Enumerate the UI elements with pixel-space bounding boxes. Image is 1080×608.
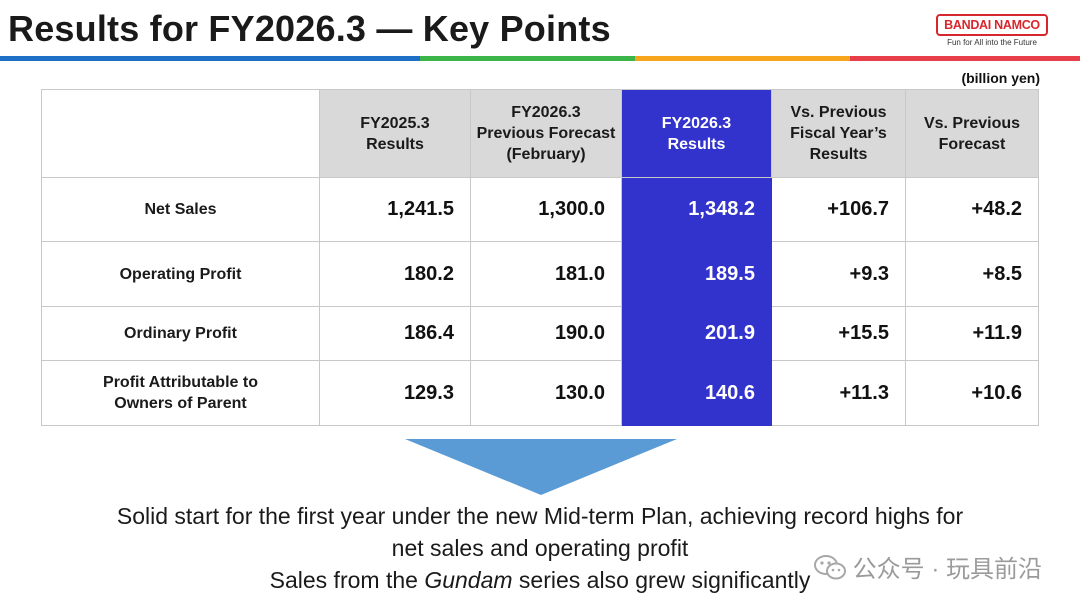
table-header-row: FY2025.3 Results FY2026.3 Previous Forec… [41, 89, 1039, 178]
stripe-yellow [635, 56, 850, 61]
row-label: Ordinary Profit [41, 306, 320, 361]
table-cell: +8.5 [905, 241, 1039, 307]
stripe-blue [0, 56, 420, 61]
table-cell-highlighted: 201.9 [621, 306, 772, 361]
table-cell-highlighted: 140.6 [621, 360, 772, 426]
stripe-green [420, 56, 635, 61]
table-cell: 180.2 [319, 241, 471, 307]
table-row: Net Sales 1,241.5 1,300.0 1,348.2 +106.7… [41, 177, 1039, 242]
table-cell: +9.3 [771, 241, 906, 307]
summary-text: Solid start for the first year under the… [40, 500, 1040, 596]
table-cell: 181.0 [470, 241, 622, 307]
summary-line-3: Sales from the Gundam series also grew s… [269, 567, 811, 593]
brand-color-stripe [0, 56, 1080, 61]
table-cell: 1,300.0 [470, 177, 622, 242]
unit-label: (billion yen) [961, 70, 1040, 86]
row-label: Operating Profit [41, 241, 320, 307]
down-arrow-icon [405, 439, 677, 495]
watermark-text: 公众号 · 玩具前沿 [852, 556, 1042, 583]
results-table: FY2025.3 Results FY2026.3 Previous Forec… [41, 89, 1039, 426]
column-header: Vs. Previous Fiscal Year’s Results [771, 89, 906, 178]
table-cell: +10.6 [905, 360, 1039, 426]
table-cell: 190.0 [470, 306, 622, 361]
table-cell: 130.0 [470, 360, 622, 426]
logo-tagline: Fun for All into the Future [947, 38, 1037, 47]
table-cell: 186.4 [319, 306, 471, 361]
row-label: Net Sales [41, 177, 320, 242]
column-header-highlighted: FY2026.3 Results [621, 89, 772, 178]
table-cell-highlighted: 1,348.2 [621, 177, 772, 242]
summary-line-1: Solid start for the first year under the… [116, 503, 964, 529]
stripe-red [850, 56, 1080, 61]
table-cell: 129.3 [319, 360, 471, 426]
summary-line-2: net sales and operating profit [391, 535, 689, 561]
table-row: Profit Attributable to Owners of Parent … [41, 360, 1039, 426]
table-cell: +11.9 [905, 306, 1039, 361]
column-header: FY2026.3 Previous Forecast (February) [470, 89, 622, 178]
column-header: FY2025.3 Results [319, 89, 471, 178]
table-cell: +48.2 [905, 177, 1039, 242]
column-header: Vs. Previous Forecast [905, 89, 1039, 178]
table-cell: +106.7 [771, 177, 906, 242]
table-cell: +15.5 [771, 306, 906, 361]
wechat-icon [813, 554, 846, 579]
table-row: Ordinary Profit 186.4 190.0 201.9 +15.5 … [41, 306, 1039, 361]
header-corner-cell [41, 89, 320, 178]
row-label: Profit Attributable to Owners of Parent [41, 360, 320, 426]
table-cell: +11.3 [771, 360, 906, 426]
gundam-italic: Gundam [424, 567, 513, 593]
page-title: Results for FY2026.3 — Key Points [8, 8, 611, 49]
table-cell-highlighted: 189.5 [621, 241, 772, 307]
logo-wordmark: BANDAI NAMCO [936, 14, 1048, 36]
table-cell: 1,241.5 [319, 177, 471, 242]
brand-logo: BANDAI NAMCO Fun for All into the Future [936, 14, 1048, 47]
watermark: 公众号 · 玩具前沿 [813, 549, 1042, 584]
table-row: Operating Profit 180.2 181.0 189.5 +9.3 … [41, 241, 1039, 307]
